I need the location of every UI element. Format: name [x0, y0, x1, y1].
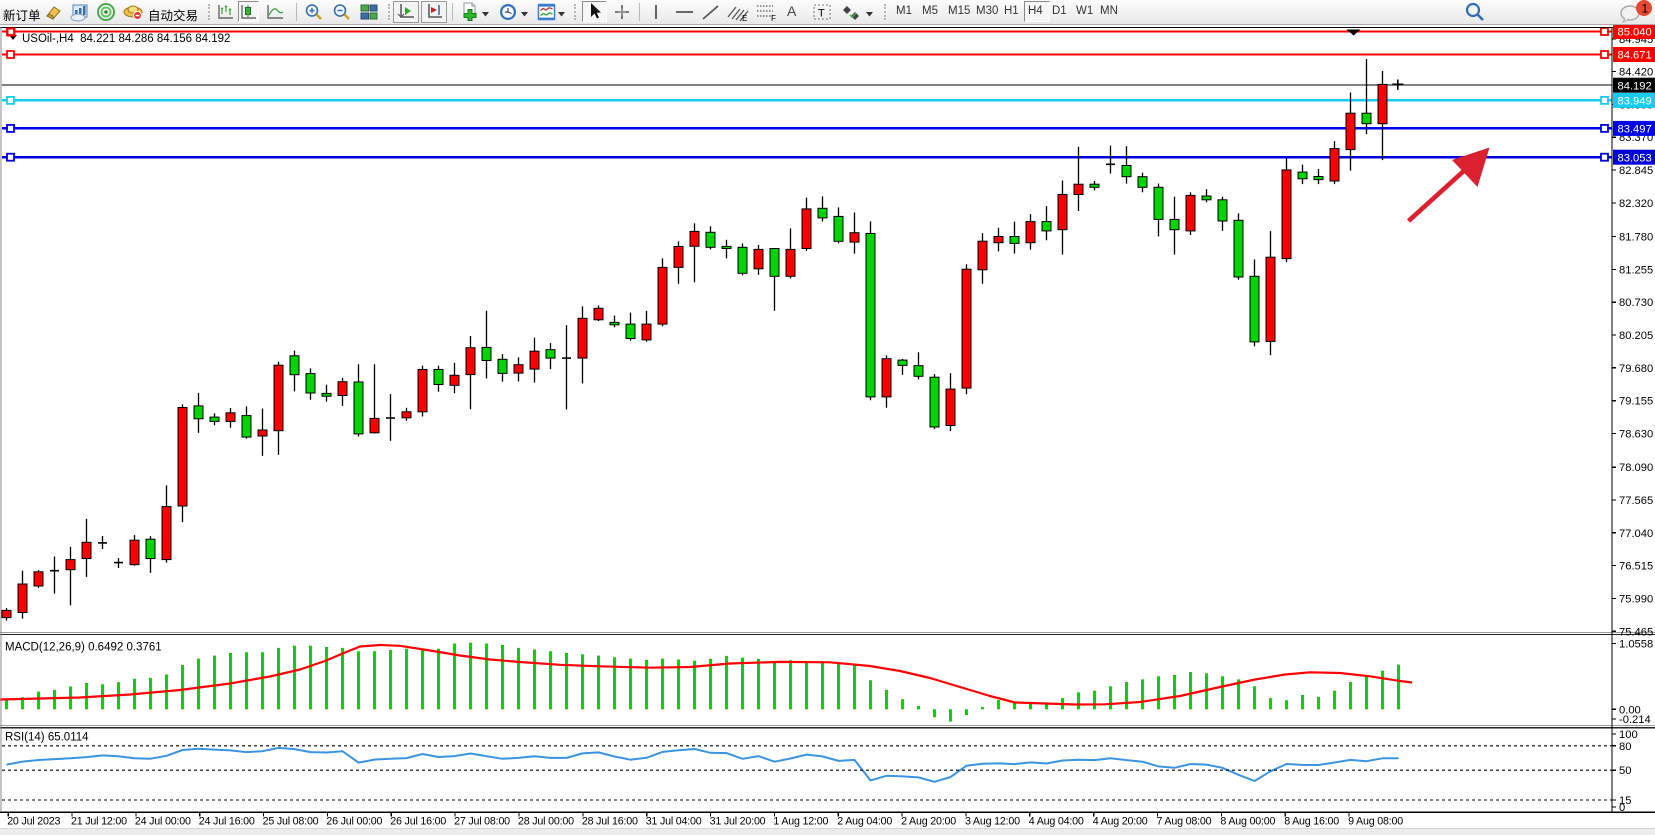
svg-text:1 Aug 12:00: 1 Aug 12:00 [773, 816, 828, 828]
svg-text:80.730: 80.730 [1619, 297, 1653, 309]
svg-text:81.780: 81.780 [1619, 232, 1653, 244]
svg-text:28 Jul 16:00: 28 Jul 16:00 [582, 816, 638, 828]
svg-text:83.949: 83.949 [1618, 96, 1652, 108]
svg-text:USOil-,H4 84.221 84.286 84.15: USOil-,H4 84.221 84.286 84.156 84.192 [22, 33, 230, 45]
svg-text:4 Aug 20:00: 4 Aug 20:00 [1093, 816, 1148, 828]
svg-text:20 Jul 2023: 20 Jul 2023 [7, 816, 60, 828]
svg-text:0.00: 0.00 [1619, 704, 1641, 716]
svg-text:0: 0 [1619, 802, 1625, 814]
svg-text:83.053: 83.053 [1618, 152, 1652, 164]
svg-text:9 Aug 08:00: 9 Aug 08:00 [1348, 816, 1403, 828]
svg-text:84.420: 84.420 [1619, 67, 1653, 79]
svg-text:27 Jul 08:00: 27 Jul 08:00 [454, 816, 510, 828]
svg-text:2 Aug 04:00: 2 Aug 04:00 [837, 816, 892, 828]
svg-text:1.0558: 1.0558 [1619, 639, 1653, 651]
svg-text:3 Aug 12:00: 3 Aug 12:00 [965, 816, 1020, 828]
svg-text:MACD(12,26,9) 0.6492 0.3761: MACD(12,26,9) 0.6492 0.3761 [5, 642, 162, 654]
svg-text:2 Aug 20:00: 2 Aug 20:00 [901, 816, 956, 828]
svg-text:82.845: 82.845 [1619, 165, 1653, 177]
svg-text:77.565: 77.565 [1619, 495, 1653, 507]
svg-text:26 Jul 00:00: 26 Jul 00:00 [326, 816, 382, 828]
svg-text:75.465: 75.465 [1619, 626, 1653, 638]
svg-text:4 Aug 04:00: 4 Aug 04:00 [1029, 816, 1084, 828]
svg-text:24 Jul 00:00: 24 Jul 00:00 [135, 816, 191, 828]
svg-text:80: 80 [1619, 741, 1631, 753]
svg-text:100: 100 [1619, 729, 1638, 741]
svg-text:50: 50 [1619, 765, 1631, 777]
svg-text:76.515: 76.515 [1619, 561, 1653, 573]
svg-text:79.680: 79.680 [1619, 363, 1653, 375]
svg-text:84.671: 84.671 [1618, 50, 1652, 62]
svg-text:1: 1 [1642, 2, 1649, 16]
svg-text:7 Aug 08:00: 7 Aug 08:00 [1157, 816, 1212, 828]
svg-text:31 Jul 04:00: 31 Jul 04:00 [646, 816, 702, 828]
svg-text:RSI(14) 65.0114: RSI(14) 65.0114 [5, 732, 89, 744]
svg-text:82.320: 82.320 [1619, 198, 1653, 210]
svg-text:15: 15 [1619, 795, 1631, 807]
svg-text:26 Jul 16:00: 26 Jul 16:00 [390, 816, 446, 828]
svg-text:78.090: 78.090 [1619, 462, 1653, 474]
svg-text:85.040: 85.040 [1618, 27, 1652, 39]
svg-text:F: F [771, 14, 776, 22]
svg-text:-0.214: -0.214 [1619, 714, 1651, 726]
svg-text:21 Jul 12:00: 21 Jul 12:00 [71, 816, 127, 828]
svg-text:24 Jul 16:00: 24 Jul 16:00 [199, 816, 255, 828]
svg-text:25 Jul 08:00: 25 Jul 08:00 [263, 816, 319, 828]
svg-text:8 Aug 00:00: 8 Aug 00:00 [1220, 816, 1275, 828]
svg-text:E: E [742, 14, 747, 22]
svg-text:75.990: 75.990 [1619, 593, 1653, 605]
svg-text:84.192: 84.192 [1618, 80, 1652, 92]
svg-text:81.255: 81.255 [1619, 264, 1653, 276]
svg-text:79.155: 79.155 [1619, 396, 1653, 408]
svg-text:83.497: 83.497 [1618, 124, 1652, 136]
svg-text:31 Jul 20:00: 31 Jul 20:00 [710, 816, 766, 828]
svg-text:8 Aug 16:00: 8 Aug 16:00 [1284, 816, 1339, 828]
svg-text:78.630: 78.630 [1619, 429, 1653, 441]
svg-text:T: T [818, 8, 825, 20]
svg-text:28 Jul 00:00: 28 Jul 00:00 [518, 816, 574, 828]
svg-text:77.040: 77.040 [1619, 528, 1653, 540]
svg-text:80.205: 80.205 [1619, 330, 1653, 342]
